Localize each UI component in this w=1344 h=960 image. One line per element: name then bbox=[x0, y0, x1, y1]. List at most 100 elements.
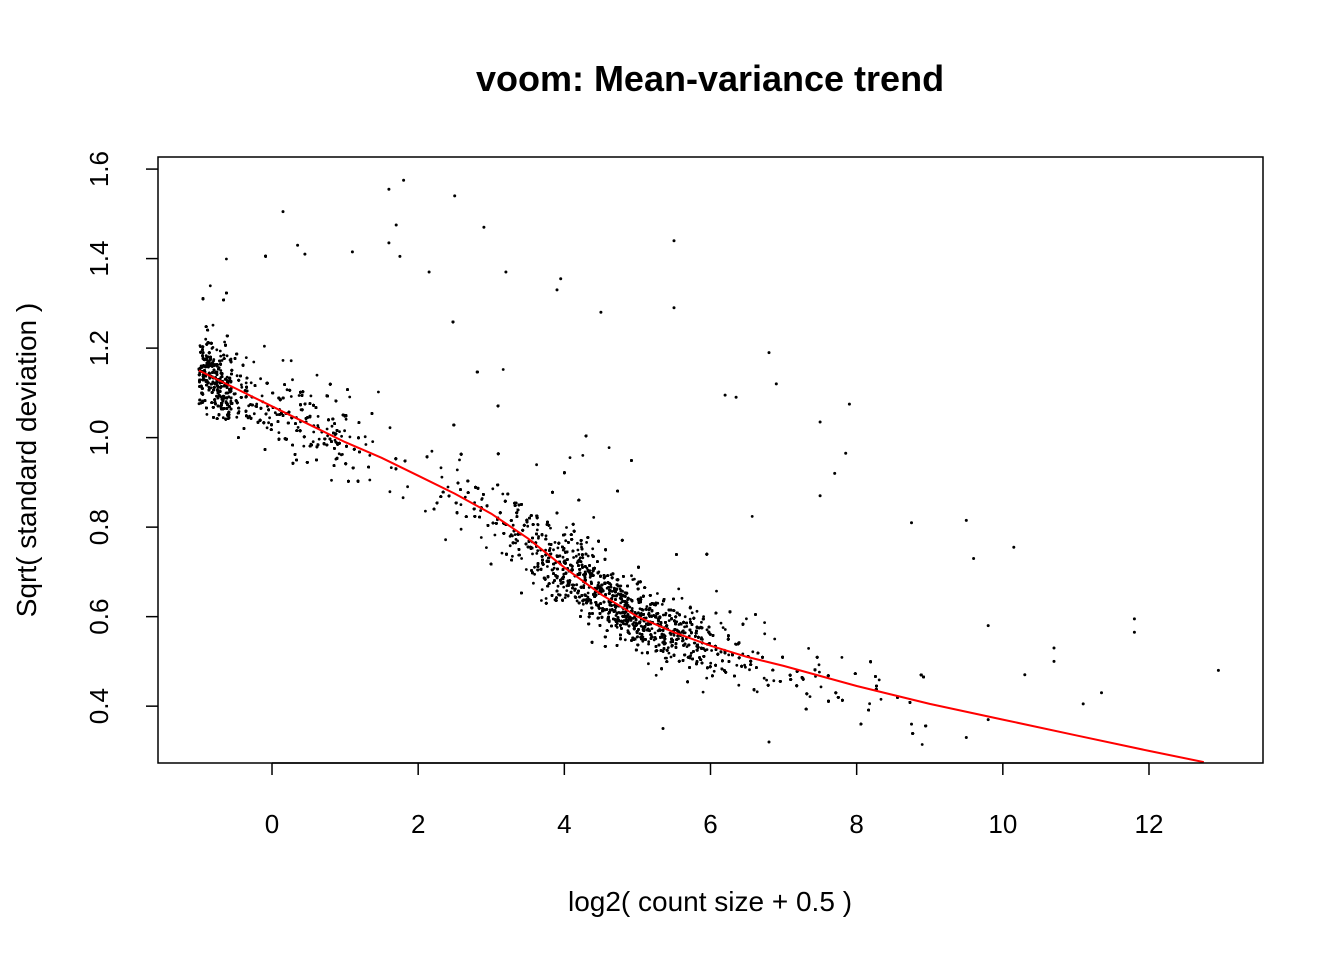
data-point bbox=[297, 394, 301, 397]
data-point bbox=[685, 625, 689, 628]
data-point bbox=[368, 478, 372, 482]
data-point bbox=[501, 492, 505, 496]
data-point bbox=[719, 650, 723, 654]
data-point bbox=[439, 466, 443, 470]
data-point bbox=[212, 358, 216, 361]
data-point bbox=[553, 541, 557, 544]
data-point bbox=[735, 663, 739, 667]
data-point bbox=[650, 627, 654, 630]
data-point bbox=[719, 621, 723, 625]
data-point bbox=[676, 634, 679, 638]
data-point bbox=[630, 574, 633, 578]
data-point bbox=[363, 435, 367, 439]
data-point bbox=[639, 596, 643, 599]
data-point bbox=[533, 565, 536, 569]
data-point bbox=[807, 647, 810, 650]
data-point bbox=[552, 566, 556, 570]
data-point bbox=[721, 626, 725, 629]
data-point bbox=[240, 383, 243, 387]
data-point bbox=[586, 554, 590, 558]
data-point bbox=[808, 695, 812, 698]
data-point bbox=[348, 395, 352, 399]
data-point bbox=[240, 385, 244, 389]
data-point bbox=[458, 458, 461, 462]
data-point bbox=[630, 607, 634, 610]
data-point bbox=[533, 572, 536, 576]
data-point bbox=[259, 377, 262, 381]
data-point bbox=[406, 485, 409, 489]
data-point bbox=[296, 426, 300, 429]
data-point bbox=[576, 548, 580, 552]
scatter-points bbox=[197, 178, 1220, 746]
data-point bbox=[623, 638, 627, 642]
data-point bbox=[619, 601, 623, 605]
data-point bbox=[672, 633, 676, 637]
data-point bbox=[556, 546, 560, 550]
data-point bbox=[540, 588, 544, 591]
data-point bbox=[215, 348, 219, 352]
data-point bbox=[763, 621, 766, 624]
data-point bbox=[705, 628, 709, 632]
data-point bbox=[501, 368, 505, 371]
data-point bbox=[338, 430, 341, 433]
data-point bbox=[524, 568, 528, 571]
data-point bbox=[277, 431, 281, 434]
data-point bbox=[689, 651, 693, 655]
data-point bbox=[723, 628, 727, 631]
data-point bbox=[636, 635, 639, 639]
data-point bbox=[330, 424, 334, 428]
data-point bbox=[289, 395, 293, 398]
data-point bbox=[544, 534, 548, 538]
data-point bbox=[514, 538, 518, 541]
data-point bbox=[197, 402, 201, 406]
data-point bbox=[647, 640, 651, 644]
data-point bbox=[235, 415, 239, 419]
data-point bbox=[641, 635, 645, 639]
data-point bbox=[734, 642, 737, 646]
data-point bbox=[565, 589, 569, 592]
data-point bbox=[633, 577, 636, 581]
data-point bbox=[401, 496, 405, 500]
data-point bbox=[535, 552, 539, 555]
data-point bbox=[208, 284, 212, 288]
data-point bbox=[446, 485, 450, 489]
data-point bbox=[260, 394, 264, 398]
data-point bbox=[581, 556, 585, 560]
data-point bbox=[647, 642, 650, 646]
data-point bbox=[564, 593, 568, 597]
data-point bbox=[688, 617, 692, 621]
data-point bbox=[552, 548, 555, 552]
data-point bbox=[563, 596, 567, 599]
data-point bbox=[772, 679, 776, 683]
data-point bbox=[221, 416, 225, 420]
data-point bbox=[343, 429, 346, 433]
data-point bbox=[364, 443, 368, 446]
data-point bbox=[210, 347, 214, 350]
data-point bbox=[607, 585, 610, 589]
data-point bbox=[614, 614, 618, 617]
data-point bbox=[597, 581, 600, 585]
data-point bbox=[275, 413, 279, 416]
data-point bbox=[440, 475, 444, 479]
data-point bbox=[455, 468, 459, 472]
data-point bbox=[677, 587, 681, 591]
data-point bbox=[705, 676, 709, 680]
data-point bbox=[289, 359, 293, 363]
data-point bbox=[339, 453, 343, 457]
data-point bbox=[463, 495, 467, 499]
data-point bbox=[709, 661, 713, 665]
data-point bbox=[309, 394, 313, 398]
data-point bbox=[551, 581, 555, 584]
x-axis-label: log2( count size + 0.5 ) bbox=[568, 886, 852, 917]
data-point bbox=[607, 446, 611, 449]
data-point bbox=[818, 670, 821, 674]
data-point bbox=[692, 641, 696, 645]
data-point bbox=[532, 581, 535, 585]
data-point bbox=[581, 454, 585, 457]
data-point bbox=[485, 546, 488, 549]
data-point bbox=[220, 359, 224, 362]
data-point bbox=[549, 526, 552, 530]
data-point bbox=[208, 364, 212, 368]
data-point bbox=[223, 340, 227, 344]
data-point bbox=[755, 690, 759, 694]
